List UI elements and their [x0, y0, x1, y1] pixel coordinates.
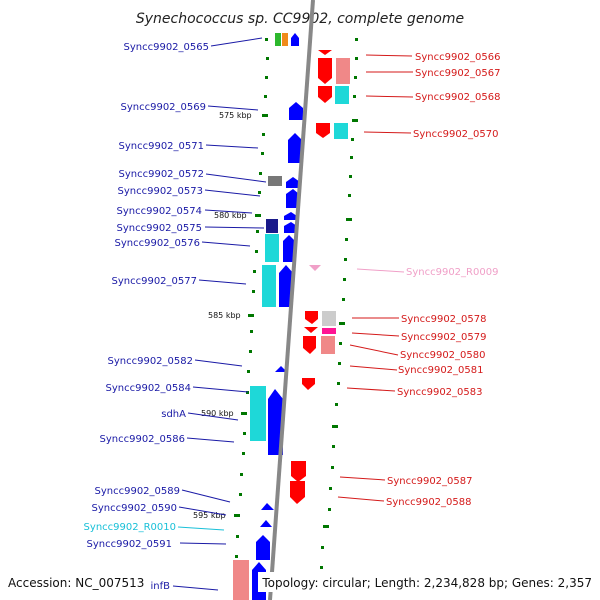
gene-block[interactable]: [322, 311, 336, 326]
footer-bg-right: [258, 572, 596, 592]
reverse-gene-row: [290, 50, 350, 504]
rna-label[interactable]: Syncc9902_R0010: [84, 522, 176, 533]
gene-label[interactable]: Syncc9902_0574: [117, 206, 203, 217]
gene-arrow[interactable]: [302, 378, 315, 390]
topology-summary: Topology: circular; Length: 2,234,828 bp…: [261, 576, 592, 590]
gene-label[interactable]: Syncc9902_0577: [112, 276, 198, 287]
gene-arrow[interactable]: [284, 212, 297, 220]
gene-block[interactable]: [275, 33, 281, 46]
left-leader-lines: [172, 37, 267, 591]
gene-label[interactable]: Syncc9902_0588: [386, 497, 472, 508]
gene-label[interactable]: Syncc9902_0590: [92, 503, 178, 514]
gene-label[interactable]: Syncc9902_0583: [397, 387, 483, 398]
gene-label[interactable]: Syncc9902_0584: [106, 383, 192, 394]
genome-backbone: [268, 0, 315, 600]
gene-label[interactable]: Syncc9902_0582: [108, 356, 194, 367]
gene-arrow[interactable]: [284, 222, 297, 233]
footer-bg-left: [6, 572, 144, 592]
gene-arrow[interactable]: [304, 327, 318, 333]
gene-block[interactable]: [233, 560, 249, 600]
left-tick-marks: [234, 38, 269, 558]
gene-label[interactable]: Syncc9902_0571: [119, 141, 205, 152]
gene-block[interactable]: [335, 86, 349, 104]
scale-label: 590 kbp: [201, 409, 234, 418]
gene-arrow[interactable]: [286, 189, 299, 208]
gene-arrow[interactable]: [316, 123, 330, 138]
gene-arrow[interactable]: [279, 265, 293, 307]
gene-block[interactable]: [282, 33, 288, 46]
gene-label[interactable]: Syncc9902_0586: [100, 434, 186, 445]
gene-block[interactable]: [336, 58, 350, 84]
rna-leader-line: [356, 268, 405, 273]
gene-label[interactable]: Syncc9902_0572: [119, 169, 205, 180]
scale-label: 595 kbp: [193, 511, 226, 520]
gene-arrow[interactable]: [286, 177, 300, 188]
gene-arrow[interactable]: [268, 389, 283, 455]
gene-block[interactable]: [250, 386, 266, 441]
gene-label[interactable]: Syncc9902_0581: [398, 365, 484, 376]
gene-arrow[interactable]: [305, 311, 318, 324]
gene-label[interactable]: Syncc9902_0587: [387, 476, 473, 487]
gene-label[interactable]: Syncc9902_0578: [401, 314, 487, 325]
rna-label[interactable]: Syncc9902_R0009: [406, 267, 498, 278]
gene-label[interactable]: Syncc9902_0589: [95, 486, 181, 497]
gene-arrow[interactable]: [256, 535, 270, 560]
gene-label[interactable]: Syncc9902_0579: [401, 332, 487, 343]
right-tick-marks: [320, 38, 358, 569]
gene-label[interactable]: Syncc9902_0568: [415, 92, 501, 103]
rna-gene[interactable]: [309, 265, 321, 271]
gene-arrow[interactable]: [261, 503, 274, 510]
gene-label[interactable]: Syncc9902_0580: [400, 350, 486, 361]
gene-arrow[interactable]: [318, 86, 332, 103]
gene-label[interactable]: Syncc9902_0575: [117, 223, 203, 234]
gene-block[interactable]: [334, 123, 348, 139]
gene-label[interactable]: Syncc9902_0570: [413, 129, 499, 140]
gene-arrow[interactable]: [291, 33, 299, 46]
scale-label: 585 kbp: [208, 311, 241, 320]
gene-arrow[interactable]: [303, 336, 316, 354]
gene-label[interactable]: Syncc9902_0565: [124, 42, 210, 53]
scale-label: 580 kbp: [214, 211, 247, 220]
gene-arrow[interactable]: [291, 461, 306, 482]
scale-label: 575 kbp: [219, 111, 252, 120]
genome-title: Synechococcus sp. CC9902, complete genom…: [136, 11, 464, 27]
gene-block[interactable]: [265, 234, 279, 262]
gene-block[interactable]: [266, 219, 278, 233]
gene-arrow[interactable]: [288, 133, 302, 163]
gene-arrow[interactable]: [318, 50, 332, 55]
gene-label[interactable]: Syncc9902_0573: [118, 186, 204, 197]
gene-label[interactable]: Syncc9902_0567: [415, 68, 501, 79]
rna-leader-line: [177, 526, 225, 531]
gene-label[interactable]: Syncc9902_0566: [415, 52, 501, 63]
gene-label[interactable]: Syncc9902_0591: [87, 539, 173, 550]
gene-block[interactable]: [262, 265, 276, 307]
gene-label[interactable]: sdhA: [161, 409, 186, 420]
gene-label[interactable]: infB: [151, 581, 171, 592]
gene-arrow[interactable]: [283, 235, 295, 262]
gene-arrow[interactable]: [289, 102, 303, 120]
gene-block[interactable]: [321, 336, 335, 354]
right-leader-lines: [337, 54, 414, 502]
gene-arrow[interactable]: [260, 520, 272, 527]
gene-label[interactable]: Syncc9902_0576: [115, 238, 201, 249]
gene-arrow[interactable]: [290, 481, 305, 504]
gene-block[interactable]: [322, 328, 336, 334]
gene-block[interactable]: [268, 176, 282, 186]
accession-label: Accession: NC_007513: [8, 576, 144, 590]
gene-arrow[interactable]: [275, 366, 287, 372]
gene-arrow[interactable]: [318, 58, 332, 84]
gene-label[interactable]: Syncc9902_0569: [121, 102, 207, 113]
